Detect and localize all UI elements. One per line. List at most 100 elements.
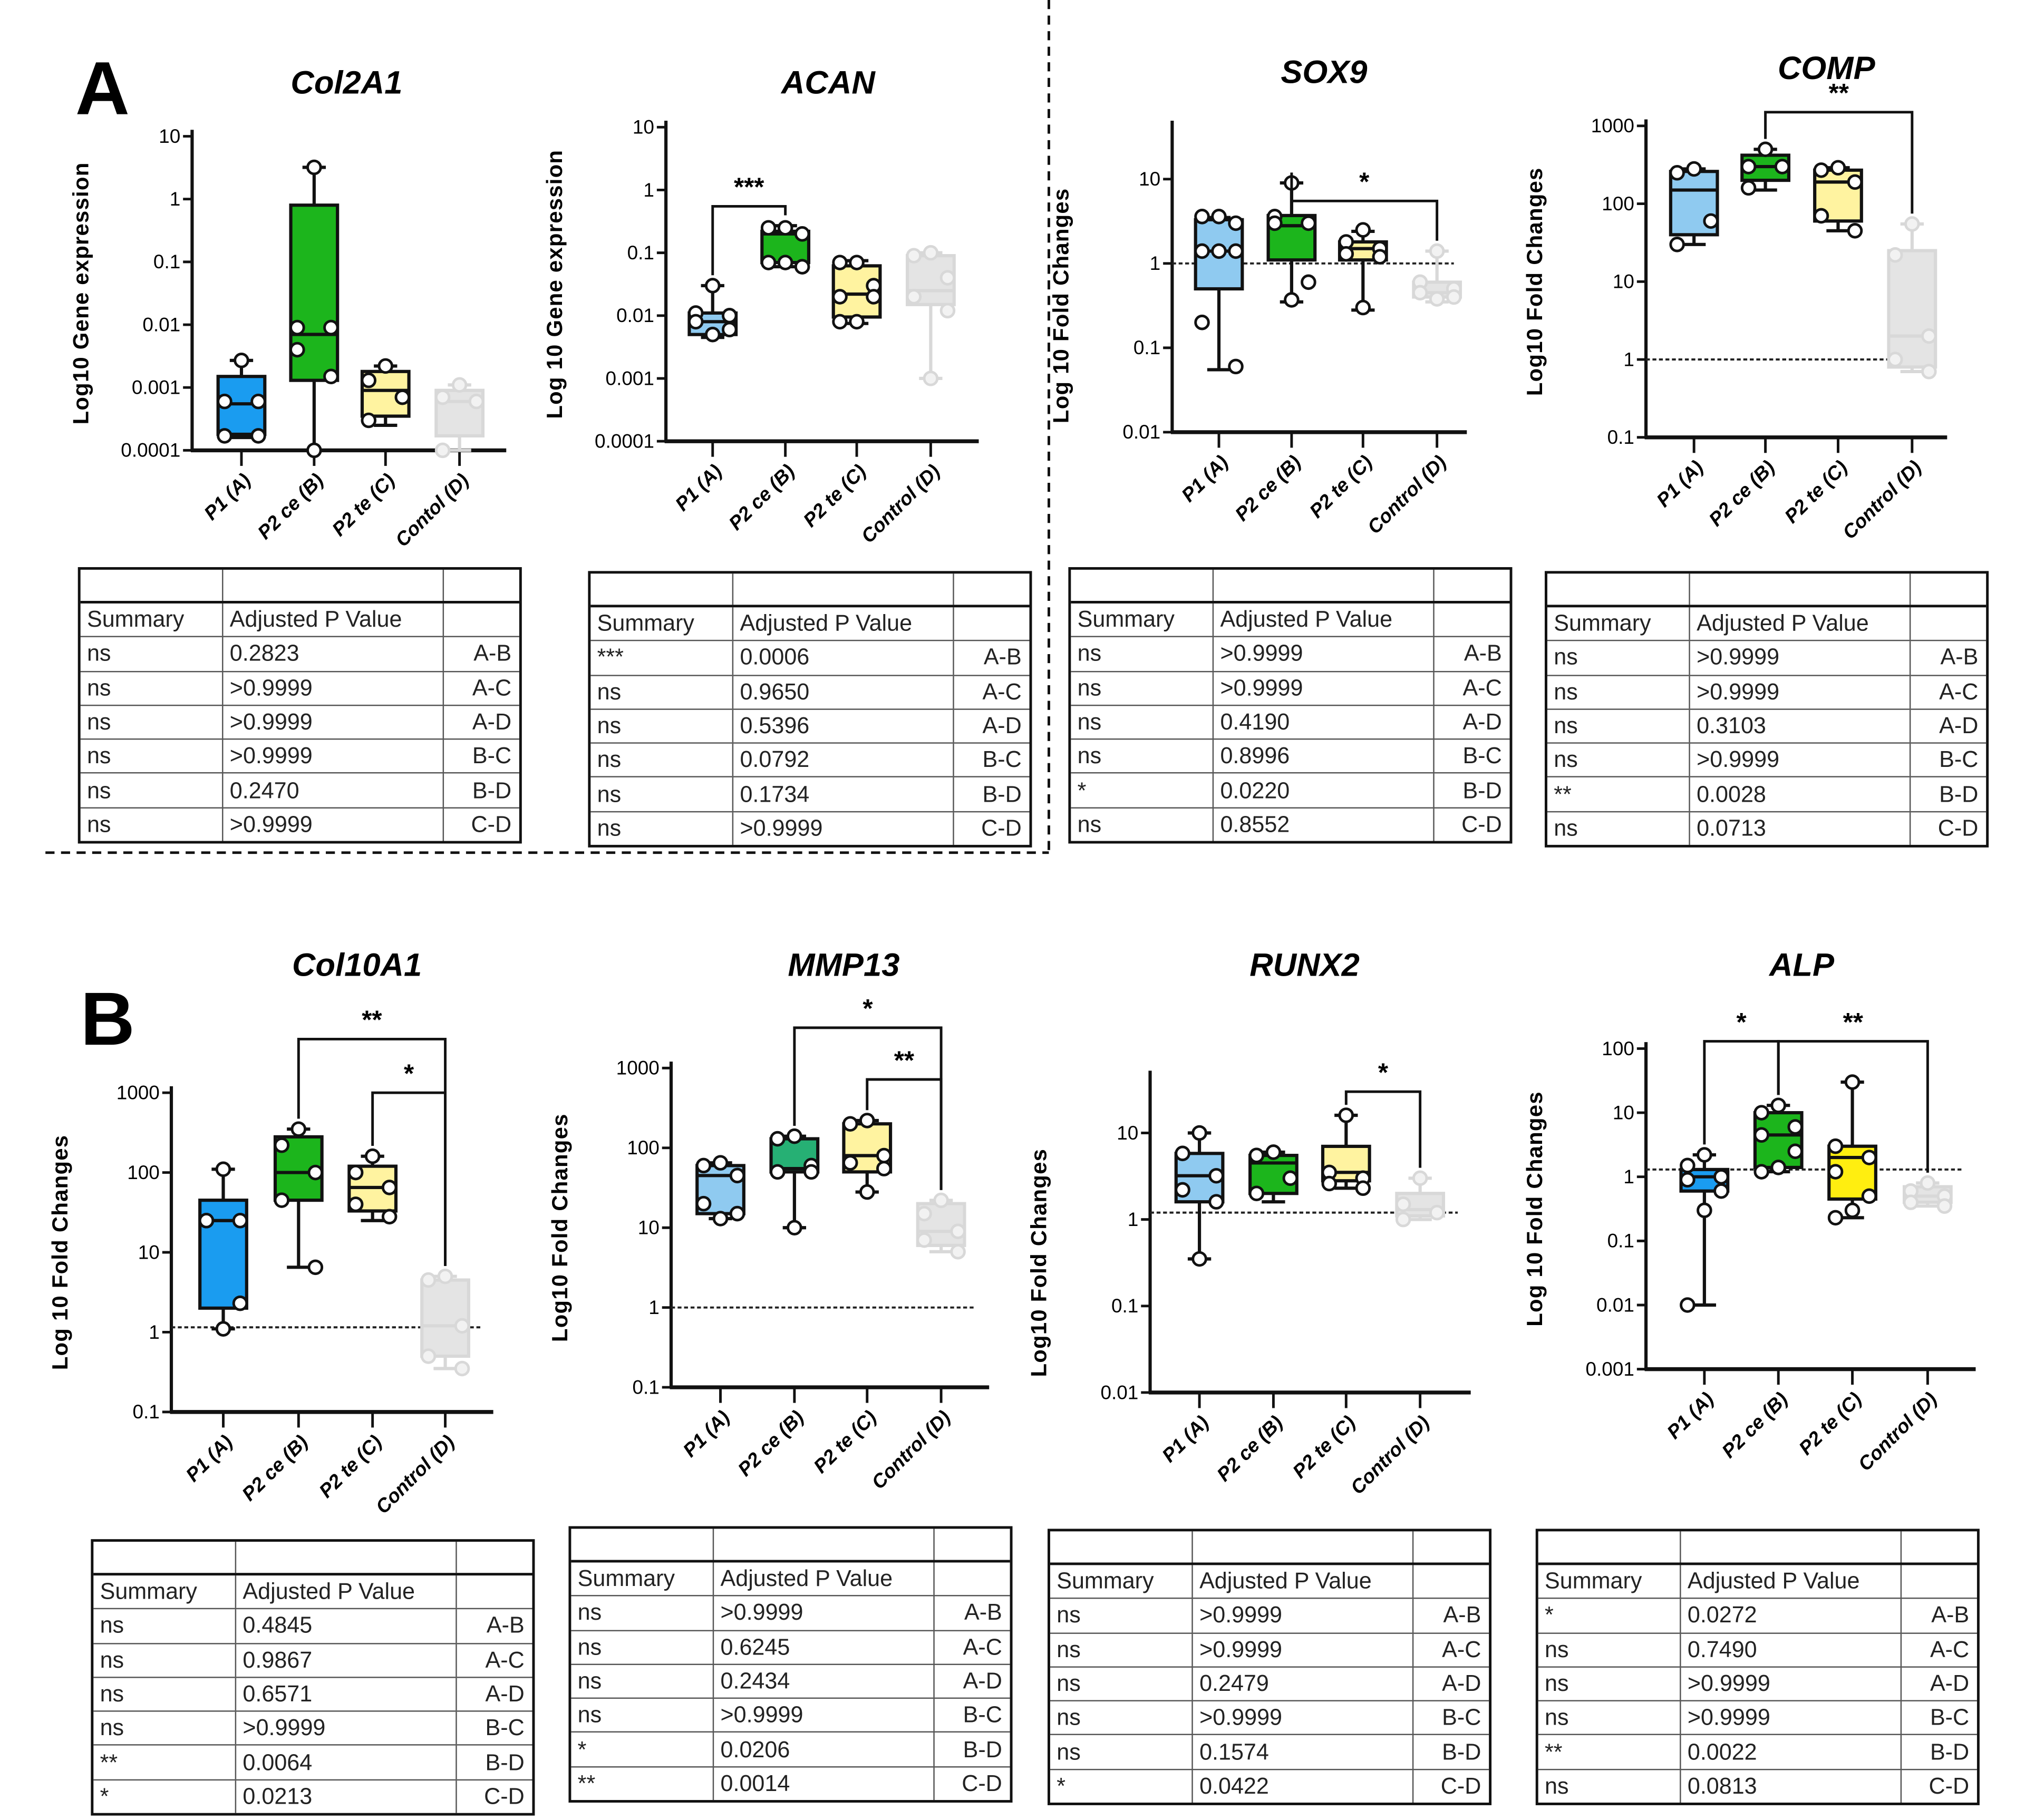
comparison-cell: B-C: [1930, 1704, 1970, 1730]
data-point: [1175, 1145, 1190, 1162]
summary-cell: ns: [1538, 1769, 1681, 1803]
box-p2-te-c-: [360, 358, 411, 429]
summary-cell: ns: [1071, 671, 1214, 705]
significance-label: *: [863, 994, 873, 1023]
x-category-label: P2 ce (B): [253, 469, 327, 543]
significance-label: **: [894, 1046, 915, 1075]
table-row: ns >0.9999 C-D: [590, 811, 1030, 845]
chart-title: ALP: [1768, 947, 1835, 984]
summary-cell: ns: [590, 675, 734, 709]
p-value-cell: >0.9999: [1193, 1599, 1414, 1632]
data-point: [347, 1196, 364, 1212]
data-point: [1770, 1097, 1786, 1114]
data-point: [1920, 1175, 1936, 1191]
data-point: [1669, 165, 1685, 181]
box-control-d-: [1902, 1175, 1953, 1214]
summary-cell: ns: [93, 1678, 237, 1711]
data-point: [1830, 160, 1846, 176]
comparison-cell: A-C: [1930, 1636, 1970, 1662]
header-adjusted-p: Adjusted P Value: [1690, 607, 1911, 640]
p-value-cell: 0.6571: [236, 1678, 457, 1711]
table-blank-row: [1538, 1531, 1977, 1563]
table-blank-row: [93, 1542, 532, 1573]
data-point: [695, 1195, 712, 1212]
data-point: [1191, 1125, 1207, 1141]
p-value-cell: 0.0014: [714, 1767, 935, 1800]
header-summary: Summary: [571, 1562, 714, 1595]
table-row: ns >0.9999 B-C: [1050, 1700, 1489, 1735]
table-row: ns 0.3103 A-D: [1547, 708, 1987, 743]
data-point: [1248, 1147, 1265, 1163]
data-point: [876, 1147, 892, 1164]
y-tick-label: 0.001: [606, 367, 654, 389]
data-point: [803, 1164, 819, 1180]
data-point: [1921, 364, 1937, 379]
data-point: [842, 1155, 858, 1171]
summary-cell: **: [1538, 1736, 1681, 1769]
box-control-d-: [1395, 1170, 1446, 1228]
y-tick-label: 10: [1613, 271, 1634, 293]
data-point: [876, 1161, 892, 1176]
data-point: [1669, 237, 1685, 252]
box-control-d-: [905, 245, 956, 386]
header-summary: Summary: [1071, 603, 1214, 637]
data-point: [198, 1212, 215, 1229]
summary-cell: ns: [1071, 706, 1214, 739]
box-p1-a-: [1679, 1147, 1730, 1313]
chart-acan: ACAN Log 10 Gene expression 10 1 0.1 0.01 0.00…: [542, 64, 979, 547]
data-point: [1208, 1194, 1224, 1210]
data-point: [1713, 1169, 1729, 1185]
table-row: * 0.0220 B-D: [1071, 773, 1510, 807]
x-category-label: Control (D): [857, 460, 944, 547]
x-category-label: Control (D): [372, 1431, 459, 1518]
summary-cell: ns: [1547, 812, 1690, 845]
table-row: ns 0.8996 B-C: [1071, 738, 1510, 773]
y-tick-label: 100: [1602, 1038, 1634, 1059]
data-point: [1429, 1204, 1445, 1221]
data-point: [394, 389, 411, 405]
data-point: [950, 1223, 966, 1239]
data-point: [290, 1121, 307, 1137]
table-row: * 0.0422 C-D: [1050, 1768, 1489, 1803]
data-point: [760, 220, 777, 236]
p-value-cell: 0.6245: [714, 1630, 935, 1664]
significance-bracket: [1777, 1040, 1929, 1173]
data-point: [1412, 285, 1428, 301]
comparison-cell: A-B: [983, 644, 1022, 670]
summary-cell: ns: [81, 739, 224, 773]
data-point: [1228, 358, 1244, 375]
data-point: [420, 1348, 437, 1364]
significance-bracket: [711, 205, 787, 276]
y-tick-label: 0.1: [1607, 1230, 1634, 1252]
x-category-label: P2 ce (B): [1213, 1412, 1287, 1486]
p-value-cell: 0.0220: [1214, 774, 1435, 807]
x-category-label: P1 (A): [1177, 451, 1232, 506]
table-row: ns >0.9999 A-B: [1050, 1598, 1489, 1632]
data-point: [1321, 1175, 1338, 1192]
p-value-table: Summary Adjusted P Value * 0.0272 A-B ns 0.749…: [1535, 1529, 1980, 1806]
data-point: [1355, 1180, 1371, 1196]
data-point: [1770, 1160, 1786, 1175]
data-point: [250, 428, 266, 444]
box-p1-a-: [687, 278, 738, 343]
chart-title: MMP13: [788, 947, 899, 984]
data-point: [712, 1155, 729, 1171]
p-value-cell: >0.9999: [733, 812, 954, 845]
comparison-cell: B-C: [472, 743, 512, 769]
table-row: ** 0.0014 C-D: [571, 1766, 1010, 1800]
comparison-cell: A-B: [1464, 640, 1502, 667]
table-header: Summary Adjusted P Value: [80, 600, 519, 637]
data-point: [939, 303, 956, 319]
box-p1-a-: [1194, 209, 1244, 375]
significance-label: *: [404, 1059, 414, 1088]
table-row: ns 0.0713 C-D: [1547, 811, 1987, 845]
comparison-cell: A-D: [1939, 712, 1979, 739]
table-row: ns >0.9999 A-B: [1547, 640, 1987, 675]
table-row: * 0.0206 B-D: [571, 1731, 1010, 1766]
comparison-cell: B-C: [1442, 1704, 1481, 1730]
table-row: ns >0.9999 B-C: [1547, 742, 1987, 777]
table-row: ** 0.0028 B-D: [1547, 776, 1987, 811]
data-point: [306, 442, 322, 459]
data-point: [323, 368, 339, 385]
